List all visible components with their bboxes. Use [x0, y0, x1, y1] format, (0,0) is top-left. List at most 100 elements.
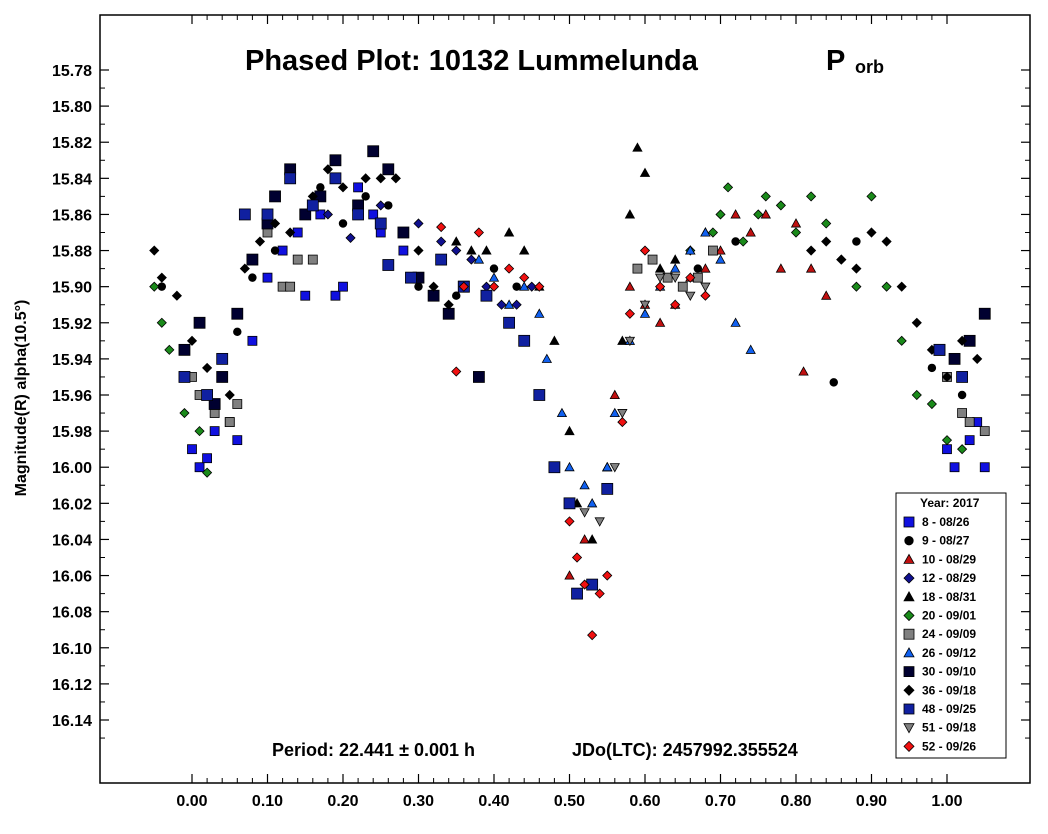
data-point — [745, 227, 756, 237]
data-point — [209, 426, 220, 437]
data-point — [639, 300, 651, 311]
data-point — [836, 254, 847, 265]
data-point — [269, 218, 281, 229]
data-point — [233, 327, 242, 337]
data-point — [549, 335, 560, 345]
data-point — [254, 236, 266, 247]
data-point — [654, 273, 666, 283]
data-point — [798, 366, 809, 376]
data-point — [564, 570, 575, 580]
data-point — [881, 236, 892, 247]
data-point — [427, 289, 440, 302]
data-point — [624, 308, 635, 319]
data-point — [670, 299, 681, 310]
data-point — [941, 371, 953, 383]
data-point — [451, 366, 462, 377]
x-axis-ticks: 0.00 0.10 0.20 0.30 0.40 0.50 0.60 0.70 0.80 0.90… — [176, 15, 963, 810]
data-point — [609, 407, 620, 418]
x-tick-label: 0.30 — [403, 793, 434, 810]
data-point — [261, 208, 274, 221]
data-point — [330, 290, 341, 301]
data-point — [503, 227, 515, 237]
data-point — [375, 173, 386, 184]
data-point — [187, 444, 197, 455]
data-point — [639, 245, 651, 256]
data-point — [390, 173, 401, 184]
data-point — [978, 307, 991, 320]
data-point — [466, 245, 477, 255]
data-point — [512, 282, 521, 291]
data-point — [806, 245, 817, 256]
data-point — [270, 246, 280, 255]
data-point — [435, 253, 448, 266]
data-point — [382, 259, 395, 271]
data-point — [949, 462, 960, 473]
legend-label: 30 - 09/10 — [922, 665, 976, 679]
data-point — [670, 254, 681, 264]
data-point — [149, 245, 160, 256]
data-point — [624, 209, 636, 219]
data-point — [821, 290, 832, 300]
data-point — [269, 190, 281, 203]
data-point — [790, 227, 802, 238]
x-tick-label: 1.00 — [931, 793, 962, 810]
data-point — [753, 209, 764, 220]
data-point — [345, 232, 356, 243]
y-tick-label: 15.96 — [52, 388, 92, 405]
data-point — [534, 308, 545, 318]
y-tick-label: 16.06 — [52, 569, 92, 586]
data-point — [488, 272, 500, 282]
data-point — [957, 444, 968, 455]
data-point — [193, 316, 206, 329]
data-point — [224, 389, 235, 401]
data-point — [911, 389, 922, 401]
data-point — [194, 462, 205, 473]
data-point — [602, 570, 613, 581]
data-point — [579, 534, 590, 544]
legend-label: 9 - 08/27 — [922, 534, 970, 548]
data-point — [178, 371, 191, 383]
legend-marker — [903, 516, 915, 528]
data-point — [368, 209, 379, 220]
legend-marker — [903, 703, 915, 715]
data-point — [601, 482, 614, 495]
data-point — [216, 352, 229, 365]
x-tick-label: 0.40 — [478, 793, 509, 810]
data-point — [247, 335, 258, 346]
data-point — [541, 353, 553, 363]
data-point — [715, 245, 726, 255]
data-point — [957, 408, 967, 418]
legend-title: Year: 2017 — [920, 496, 980, 510]
data-point — [745, 344, 756, 354]
data-point — [775, 263, 787, 273]
data-point — [632, 263, 643, 274]
data-point — [896, 335, 907, 346]
data-point — [436, 222, 447, 233]
data-point — [617, 335, 628, 345]
data-point — [933, 343, 946, 356]
data-point — [202, 362, 213, 373]
data-point — [571, 552, 583, 563]
data-point — [639, 308, 651, 318]
legend-label: 48 - 09/25 — [922, 702, 976, 716]
data-point — [201, 389, 214, 401]
data-point — [504, 263, 515, 274]
data-point — [563, 497, 576, 510]
data-point — [481, 245, 492, 255]
chart-title-symbol: P — [826, 45, 845, 77]
data-point — [238, 208, 251, 221]
data-point — [587, 630, 598, 641]
data-point — [670, 263, 681, 273]
data-point — [338, 281, 348, 292]
data-point — [239, 263, 250, 274]
x-tick-label: 0.10 — [252, 793, 283, 810]
data-point — [829, 378, 838, 387]
data-point — [480, 289, 493, 302]
y-tick-label: 15.80 — [52, 99, 92, 116]
data-point — [926, 398, 937, 410]
data-point — [452, 291, 461, 300]
data-point — [164, 344, 175, 355]
data-point — [655, 281, 666, 292]
data-point — [738, 236, 749, 247]
